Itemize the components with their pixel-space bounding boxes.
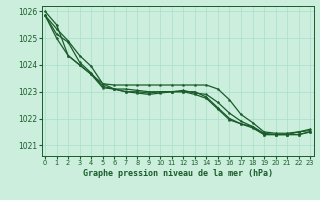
X-axis label: Graphe pression niveau de la mer (hPa): Graphe pression niveau de la mer (hPa)	[83, 169, 273, 178]
